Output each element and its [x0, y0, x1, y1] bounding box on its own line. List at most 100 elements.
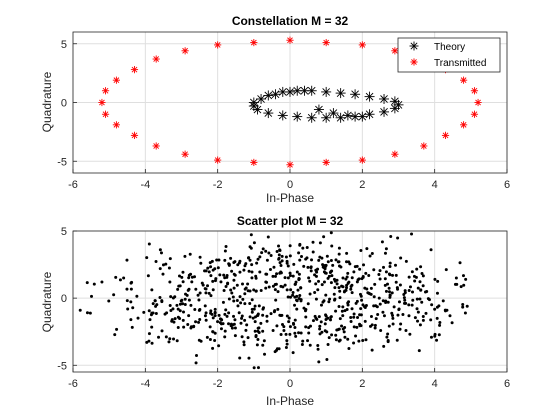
transmitted-point	[130, 131, 139, 139]
scatter-point	[255, 343, 259, 347]
scatter-point	[256, 326, 260, 330]
scatter-point	[464, 277, 468, 281]
scatter-point	[316, 344, 320, 348]
scatter-point	[279, 271, 283, 275]
scatter-point	[328, 297, 332, 301]
scatter-point	[368, 292, 372, 296]
scatter-point	[168, 280, 172, 284]
scatter-point	[349, 316, 353, 320]
scatter-point	[252, 241, 256, 245]
x-tick-label: -6	[68, 378, 78, 390]
scatter-point	[264, 249, 268, 253]
scatter-point	[391, 322, 395, 326]
scatter-point	[384, 270, 388, 274]
scatter-point	[417, 349, 421, 353]
scatter-point	[245, 323, 249, 327]
scatter-point	[373, 323, 377, 327]
scatter-point	[264, 272, 268, 276]
scatter-point	[291, 351, 295, 355]
scatter-point	[352, 325, 356, 329]
transmitted-point	[391, 150, 399, 158]
scatter-point	[232, 286, 236, 290]
scatter-point	[256, 337, 260, 341]
scatter-point	[232, 314, 236, 318]
scatter-point	[354, 334, 358, 338]
theory-point	[350, 89, 361, 100]
scatter-point	[194, 354, 198, 358]
scatter-point	[285, 288, 289, 292]
scatter-point	[386, 300, 390, 304]
scatter-point	[433, 277, 437, 281]
scatter-point	[204, 318, 208, 322]
scatter-point	[271, 274, 275, 278]
scatter-point	[118, 278, 122, 282]
scatter-point	[448, 314, 452, 318]
scatter-point	[326, 276, 330, 280]
scatter-point	[372, 295, 376, 299]
scatter-point	[252, 288, 256, 292]
scatter-point	[288, 254, 292, 258]
scatter-point	[415, 267, 419, 271]
scatter-point	[326, 316, 330, 320]
x-tick-label: 2	[359, 378, 365, 390]
transmitted-point	[101, 110, 110, 118]
scatter-point	[337, 286, 341, 290]
scatter-point	[112, 293, 116, 297]
scatter-point	[372, 304, 376, 308]
scatter-point	[333, 286, 337, 290]
scatter-point	[242, 268, 246, 272]
scatter-point	[167, 340, 171, 344]
scatter-point	[350, 283, 354, 287]
transmitted-point	[391, 47, 399, 55]
scatter-point	[222, 273, 226, 277]
scatter-point	[232, 272, 236, 276]
scatter-point	[274, 298, 278, 302]
scatter-point	[358, 267, 362, 271]
scatter-point	[444, 268, 448, 272]
scatter-point	[129, 281, 133, 285]
scatter-point	[250, 263, 254, 267]
scatter-point	[271, 284, 275, 288]
scatter-point	[404, 329, 408, 333]
theory-point	[364, 109, 375, 120]
scatter-point	[345, 251, 349, 255]
scatter-point	[231, 295, 235, 299]
scatter-point	[364, 271, 368, 275]
scatter-point	[421, 318, 425, 322]
scatter-point	[230, 291, 234, 295]
scatter-point	[85, 311, 89, 315]
scatter-point	[318, 324, 322, 328]
scatter-point	[416, 319, 420, 323]
scatter-point	[280, 323, 284, 327]
theory-point	[306, 112, 317, 123]
scatter-point	[177, 274, 181, 278]
scatter-point	[235, 283, 239, 287]
scatter-point	[159, 251, 163, 255]
legend-marker-transmitted	[410, 58, 418, 66]
scatter-point	[211, 330, 215, 334]
scatter-point	[279, 332, 283, 336]
scatter-point	[298, 242, 302, 246]
scatter-point	[404, 259, 408, 263]
scatter-point	[322, 270, 326, 274]
scatter-point	[388, 295, 392, 299]
scatter-point	[291, 274, 295, 278]
scatter-point	[336, 260, 340, 264]
scatter-point	[360, 298, 364, 302]
constellation-ylabel: Quadrature	[40, 71, 54, 132]
scatter-point	[292, 262, 296, 266]
scatter-point	[294, 334, 298, 338]
scatter-point	[244, 286, 248, 290]
scatter-point	[276, 290, 280, 294]
scatter-point	[256, 257, 260, 261]
x-tick-label: -2	[213, 179, 223, 191]
scatter-point	[433, 307, 437, 311]
scatter-point	[357, 339, 361, 343]
scatter-point	[437, 333, 441, 337]
theory-point	[321, 112, 332, 123]
scatter-point	[296, 288, 300, 292]
scatter-point	[213, 267, 217, 271]
scatter-point	[394, 273, 398, 277]
scatter-point	[227, 311, 231, 315]
scatter-point	[352, 312, 356, 316]
